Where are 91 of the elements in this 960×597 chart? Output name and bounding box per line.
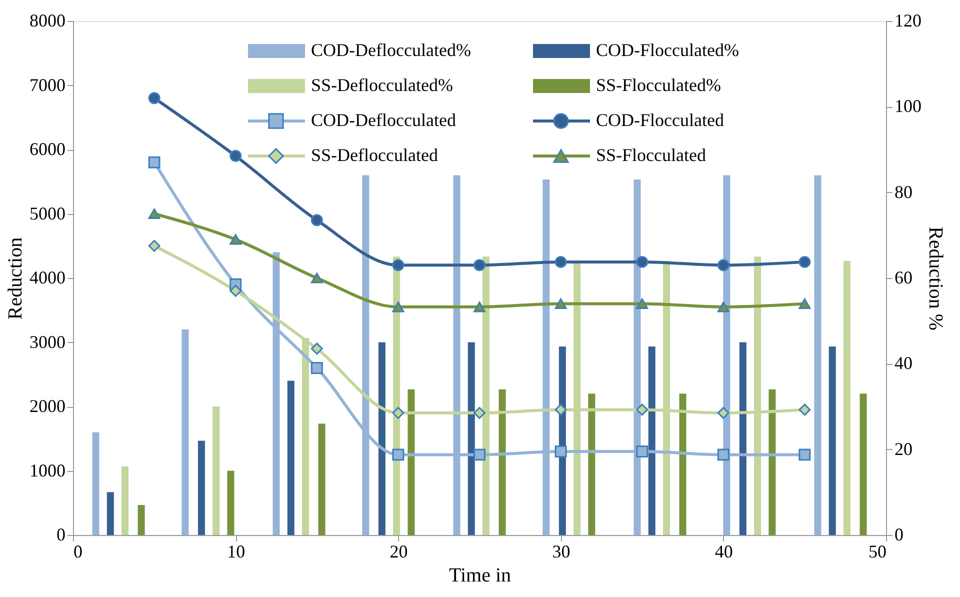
- bar: [212, 406, 220, 535]
- point: [392, 448, 404, 461]
- point: [554, 445, 567, 458]
- point: [717, 448, 730, 461]
- bar: [814, 175, 822, 535]
- point: [636, 404, 648, 416]
- legend-label: SS-Flocculated: [596, 145, 706, 165]
- point: [148, 240, 160, 252]
- bar: [768, 389, 776, 535]
- point: [230, 150, 242, 162]
- point: [148, 208, 160, 220]
- bar: [860, 394, 867, 535]
- bar: [588, 394, 596, 535]
- bar: [408, 389, 415, 535]
- legend-label: COD-Flocculated%: [596, 40, 739, 60]
- y-axis-title: Reduction: [4, 237, 26, 320]
- point: [636, 298, 648, 309]
- y-tick-label: 2000: [30, 396, 66, 416]
- y-tick-label: 5000: [30, 203, 66, 224]
- point: [230, 234, 242, 245]
- point: [717, 259, 730, 272]
- point: [474, 448, 486, 461]
- bar: [182, 329, 189, 535]
- x-tick-label: 30: [552, 542, 570, 562]
- y2-tick-label: 0: [894, 524, 904, 544]
- point: [717, 406, 730, 419]
- y2-tick-label: 100: [894, 96, 922, 116]
- bar: [828, 346, 836, 535]
- bar: [498, 389, 506, 535]
- bar: [318, 424, 326, 535]
- point: [636, 256, 648, 268]
- point: [798, 448, 811, 461]
- y-tick-label: 8000: [30, 10, 66, 30]
- legend-label: SS-Deflocculated: [311, 145, 438, 165]
- legend-label: COD-Flocculated: [596, 110, 724, 130]
- y-tick-label: 1000: [30, 460, 66, 480]
- point: [474, 259, 486, 272]
- bar: [122, 466, 129, 535]
- bar: [468, 342, 475, 535]
- y-tick-label: 0: [56, 524, 66, 544]
- bar: [287, 380, 294, 535]
- point: [310, 214, 323, 226]
- bar: [378, 342, 386, 535]
- y2-tick-label: 120: [894, 10, 922, 30]
- x-axis-title: Time in: [448, 564, 512, 586]
- y-tick-label: 6000: [30, 139, 66, 159]
- point: [798, 256, 811, 268]
- x-tick-label: 0: [74, 542, 82, 562]
- bar: [106, 492, 114, 535]
- bar: [198, 440, 205, 535]
- bar: [138, 505, 145, 535]
- point: [474, 302, 486, 312]
- point: [230, 284, 242, 297]
- legend-label: SS-Flocculated%: [596, 75, 721, 95]
- y2-axis-title: Reduction %: [924, 226, 946, 330]
- y-tick-label: 4000: [30, 268, 66, 288]
- point: [310, 342, 323, 355]
- y2-tick-label: 80: [894, 182, 912, 202]
- point: [310, 362, 323, 374]
- point: [717, 302, 730, 312]
- x-tick-label: 40: [714, 542, 733, 562]
- point: [148, 156, 160, 168]
- point: [148, 92, 160, 104]
- y2-tick-label: 20: [894, 438, 912, 459]
- legend-label: SS-Deflocculated%: [311, 75, 453, 95]
- point: [392, 406, 404, 419]
- point: [554, 298, 567, 309]
- legend-label: COD-Deflocculated: [311, 110, 456, 130]
- y-tick-label: 3000: [30, 332, 66, 352]
- x-tick-label: 50: [868, 542, 886, 562]
- point: [798, 404, 811, 416]
- point: [636, 445, 648, 458]
- point: [554, 256, 567, 268]
- bar: [227, 470, 234, 535]
- bar: [843, 260, 850, 535]
- bar: [648, 346, 656, 535]
- x-tick-label: 10: [227, 542, 246, 562]
- y-tick-label: 7000: [30, 74, 66, 95]
- point: [554, 404, 567, 416]
- bar: [679, 394, 686, 535]
- point: [392, 259, 404, 272]
- y2-tick-label: 40: [894, 353, 912, 374]
- bar: [739, 342, 746, 535]
- point: [310, 272, 323, 284]
- point: [392, 302, 404, 312]
- bar: [92, 432, 100, 535]
- point: [798, 298, 811, 309]
- point: [474, 406, 486, 419]
- y2-tick-label: 60: [894, 268, 912, 288]
- legend-label: COD-Deflocculated%: [311, 40, 471, 60]
- x-tick-label: 20: [390, 542, 408, 562]
